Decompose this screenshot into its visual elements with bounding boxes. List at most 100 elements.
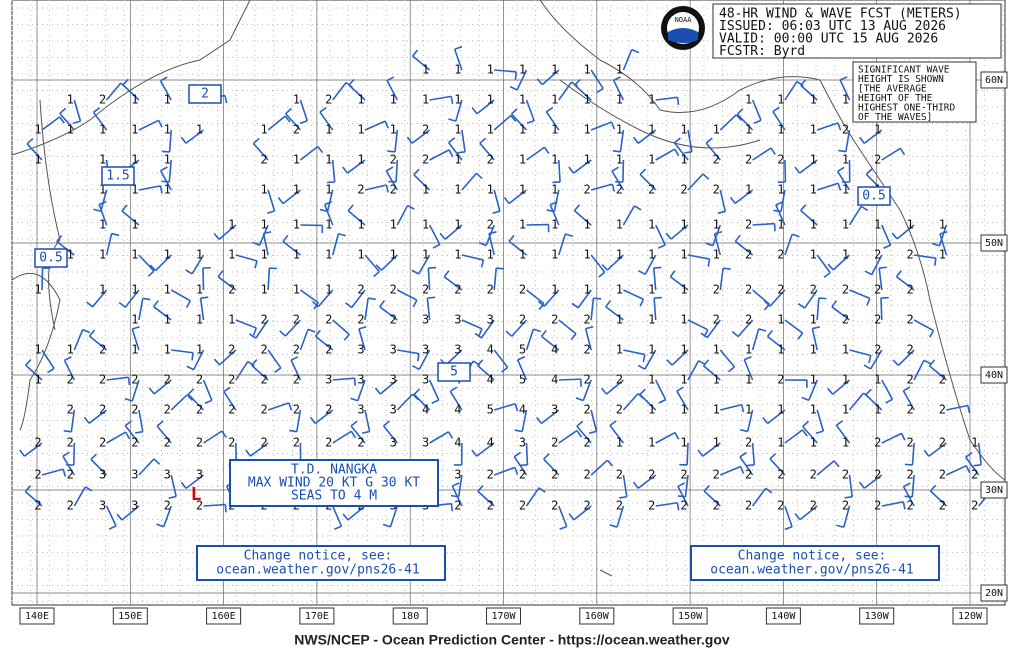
wave-height: 4 [454,436,461,450]
lat-label: 20N [985,588,1003,599]
wave-height: 1 [810,218,817,232]
wave-height: 4 [551,343,558,357]
wave-height: 1 [293,218,300,232]
wave-height: 1 [196,123,203,137]
wave-height: 2 [939,373,946,387]
wave-height: 1 [357,248,364,262]
wave-height: 1 [874,218,881,232]
lon-label: 170E [305,611,329,622]
wave-height: 2 [196,403,203,417]
wave-height: 1 [260,183,267,197]
wave-height: 1 [842,248,849,262]
wave-height: 1 [648,436,655,450]
wave-height: 1 [454,218,461,232]
wave-height: 1 [67,93,74,107]
wave-height: 3 [422,343,429,357]
wave-height: 1 [810,343,817,357]
wave-height: 2 [260,313,267,327]
wave-height: 2 [325,313,332,327]
wave-height: 2 [164,403,171,417]
wave-height: 2 [454,283,461,297]
wave-height: 2 [906,403,913,417]
wave-height: 2 [583,468,590,482]
wind-barb-feather [935,258,936,266]
contour-label: 0.5 [39,251,62,266]
wave-height: 2 [906,373,913,387]
contour-label: 0.5 [862,189,885,204]
wave-height: 1 [874,373,881,387]
wave-height: 2 [745,468,752,482]
wave-height: 2 [745,248,752,262]
wave-height: 1 [99,123,106,137]
wave-height: 1 [777,183,784,197]
wave-height: 1 [583,93,590,107]
wave-height: 2 [196,373,203,387]
wave-height: 3 [519,436,526,450]
wave-height: 2 [583,183,590,197]
wave-height: 1 [616,343,623,357]
wave-height: 1 [551,218,558,232]
wave-height: 1 [422,93,429,107]
wave-height: 2 [454,499,461,513]
wave-height: 2 [164,373,171,387]
wave-height: 1 [777,313,784,327]
wave-height: 1 [390,123,397,137]
wave-height: 1 [777,343,784,357]
wave-height: 2 [777,373,784,387]
wave-height: 2 [487,468,494,482]
wave-height: 2 [971,499,978,513]
wind-barb-feather [368,298,376,299]
wave-height: 2 [131,373,138,387]
wave-height: 1 [583,218,590,232]
wave-height: 1 [616,123,623,137]
wave-height: 1 [131,218,138,232]
wave-height: 4 [487,373,494,387]
wave-height: 1 [777,123,784,137]
wave-height: 2 [583,343,590,357]
contour-label: 5 [450,365,458,380]
wave-height: 1 [390,218,397,232]
wave-height: 2 [67,403,74,417]
wave-height: 1 [713,123,720,137]
wave-height: 1 [680,343,687,357]
wave-height: 2 [196,436,203,450]
wave-height: 2 [906,499,913,513]
wave-height: 3 [325,373,332,387]
wave-height: 4 [519,403,526,417]
wave-height: 1 [777,93,784,107]
wind-barb-feather [355,378,356,386]
wave-height: 1 [583,248,590,262]
wave-height: 2 [616,183,623,197]
wave-height: 1 [616,248,623,262]
wave-height: 2 [842,468,849,482]
wave-height: 2 [390,283,397,297]
wave-height: 1 [680,153,687,167]
wave-height: 2 [971,468,978,482]
wave-height: 1 [583,123,590,137]
wave-height: 2 [487,218,494,232]
wave-height: 1 [842,93,849,107]
wave-height: 2 [293,373,300,387]
wave-height: 1 [583,283,590,297]
wave-height: 1 [648,123,655,137]
wave-height: 2 [583,313,590,327]
wind-barb-feather [593,298,601,299]
wave-height: 1 [228,218,235,232]
lat-label: 30N [985,485,1003,496]
wave-height: 2 [939,499,946,513]
wave-height: 2 [713,499,720,513]
wave-height: 1 [325,153,332,167]
wave-height: 2 [99,373,106,387]
wave-height: 2 [713,183,720,197]
wave-height: 1 [357,123,364,137]
wave-height: 1 [34,283,41,297]
wave-height: 1 [745,373,752,387]
wave-height: 2 [99,93,106,107]
wave-height: 1 [842,403,849,417]
wave-height: 1 [680,123,687,137]
wave-height: 1 [680,403,687,417]
wave-height: 1 [745,93,752,107]
lat-label: 40N [985,370,1003,381]
wave-height: 2 [228,283,235,297]
wave-height: 3 [487,313,494,327]
